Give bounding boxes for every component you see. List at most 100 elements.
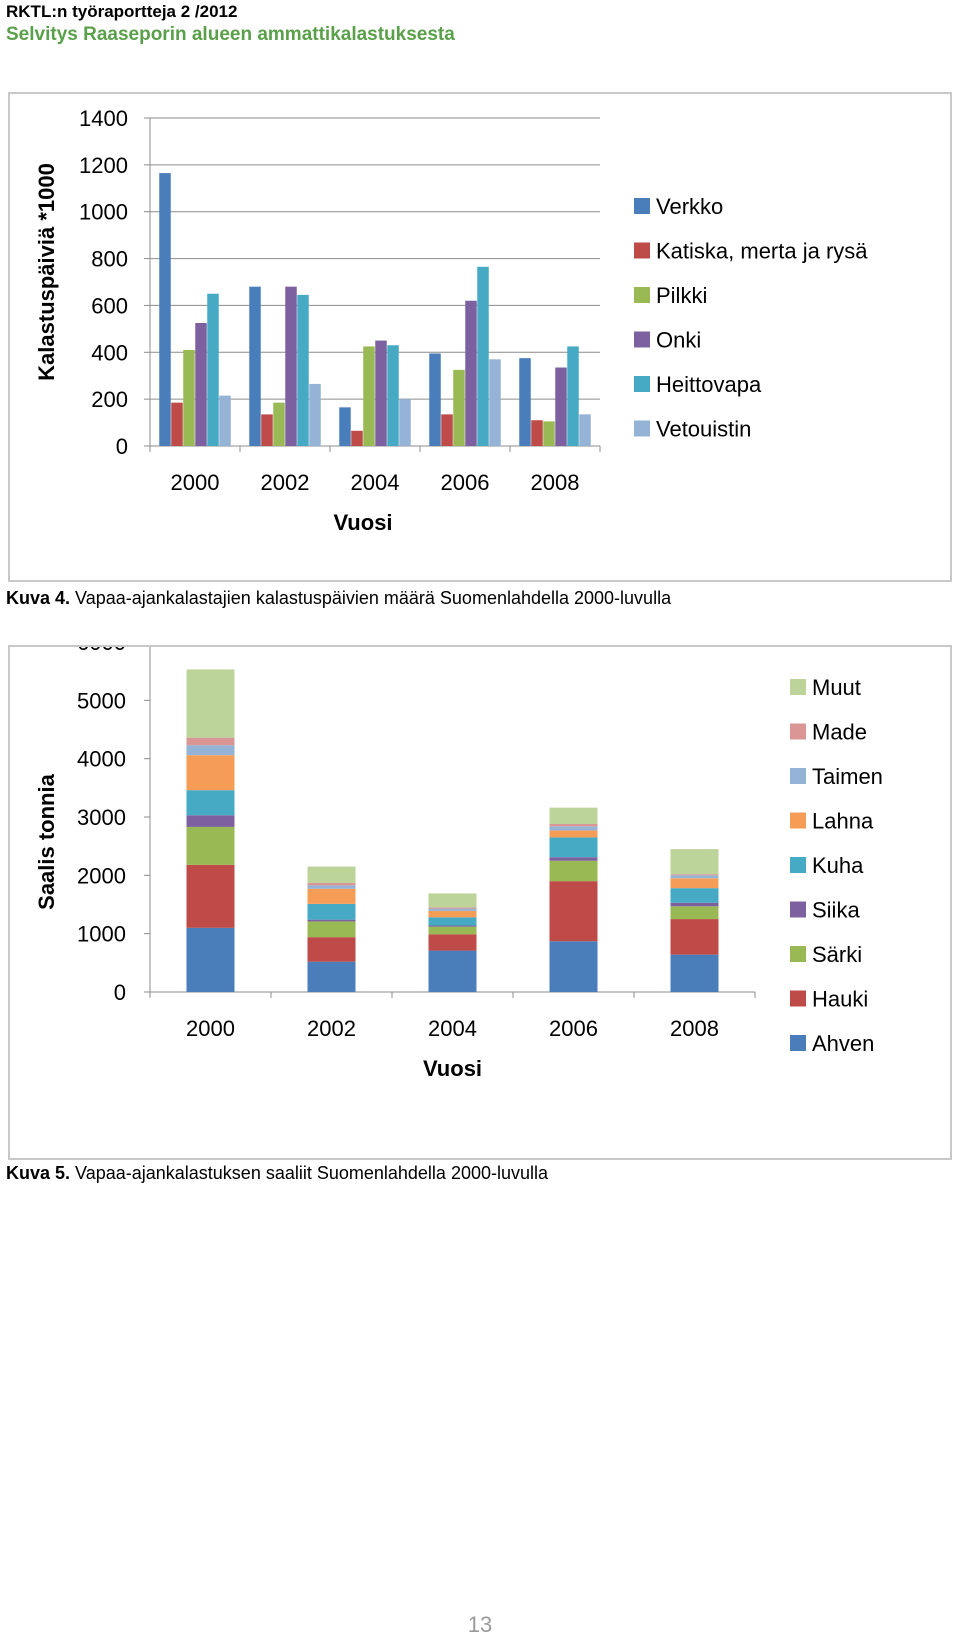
- x-tick-label: 2008: [531, 470, 580, 495]
- figure-caption-5: Kuva 5. Vapaa-ajankalastuksen saaliit Su…: [6, 1163, 548, 1184]
- bar-katiska-merta-ja-rysä: [171, 402, 183, 446]
- y-tick-label: 0: [114, 980, 126, 1005]
- y-axis-title: Saalis tonnia: [34, 773, 59, 909]
- report-series-title: RKTL:n työraportteja 2 /2012: [6, 2, 238, 21]
- stack-segment-made: [670, 874, 719, 876]
- y-tick-label: 2000: [77, 863, 126, 888]
- caption-text: Vapaa-ajankalastajien kalastuspäivien mä…: [70, 588, 672, 608]
- stack-segment-siika: [549, 857, 598, 861]
- stack-segment-hauki: [549, 881, 598, 942]
- x-tick-label: 2006: [441, 470, 490, 495]
- stack-segment-made: [307, 882, 356, 886]
- stack-segment-muut: [428, 893, 477, 908]
- legend-swatch: [790, 857, 806, 873]
- legend-label: Kuha: [812, 853, 864, 878]
- legend-label: Särki: [812, 942, 862, 967]
- legend-swatch: [790, 679, 806, 695]
- bar-heittovapa: [207, 293, 219, 446]
- stack-segment-taimen: [428, 908, 477, 911]
- caption-label: Kuva 5.: [6, 1163, 71, 1183]
- legend-label: Lahna: [812, 809, 874, 834]
- legend-swatch: [790, 946, 806, 962]
- stack-segment-lahna: [670, 878, 719, 889]
- caption-label: Kuva 4.: [6, 588, 71, 608]
- y-axis-title: Kalastuspäiviä *1000: [34, 163, 59, 381]
- legend-swatch: [790, 990, 806, 1007]
- y-tick-label: 3000: [77, 805, 126, 830]
- stack-segment-made: [549, 824, 598, 827]
- x-axis-title: Vuosi: [423, 1056, 482, 1081]
- bar-pilkki: [183, 349, 195, 446]
- legend-swatch: [634, 420, 650, 437]
- bar-vetouistin: [399, 399, 411, 446]
- bar-katiska-merta-ja-rysä: [261, 414, 273, 446]
- chart-catch-tonnes: 0 1000 2000 3000 4000 5000 6000 2000 2002 2004 200…: [8, 645, 952, 1160]
- y-tick-label: 6000: [77, 647, 126, 655]
- stack-segment-kuha: [670, 888, 719, 903]
- bar-verkko: [519, 358, 531, 446]
- stack-segment-hauki: [186, 864, 235, 928]
- y-tick-label: 0: [116, 434, 128, 459]
- y-tick-label: 1000: [79, 200, 128, 225]
- bar-verkko: [249, 286, 261, 446]
- stack-segment-taimen: [307, 885, 356, 889]
- stack-segment-kuha: [428, 917, 477, 926]
- stack-segment-muut: [307, 866, 356, 883]
- chart-fishing-days: 0 200 400 600 800 1000 1200 1400 2000 2002 2004 200…: [8, 92, 952, 582]
- y-tick-label: 5000: [77, 688, 126, 713]
- stack-segment-kuha: [307, 903, 356, 920]
- bar-pilkki: [363, 346, 375, 446]
- stack-segment-särki: [549, 860, 598, 882]
- bar-pilkki: [453, 369, 465, 446]
- stack-segment-muut: [186, 669, 235, 738]
- legend-swatch: [634, 376, 650, 392]
- stack-segment-särki: [670, 906, 719, 920]
- report-title: Selvitys Raaseporin alueen ammattikalast…: [6, 24, 455, 45]
- caption-text: Vapaa-ajankalastuksen saaliit Suomenlahd…: [70, 1163, 549, 1183]
- stack-segment-lahna: [186, 755, 235, 791]
- bar-heittovapa: [567, 346, 579, 446]
- y-tick-label: 400: [91, 340, 128, 365]
- x-tick-label: 2008: [670, 1016, 719, 1041]
- chart-fishing-days-svg: 0 200 400 600 800 1000 1200 1400 2000 2002 2004 200…: [34, 106, 868, 535]
- page-number: 13: [467, 1612, 493, 1637]
- legend-label: Taimen: [812, 764, 883, 789]
- legend-label: Onki: [656, 328, 701, 353]
- legend-swatch: [790, 901, 806, 918]
- x-tick-label: 2006: [549, 1016, 598, 1041]
- x-tick-label: 2004: [428, 1016, 477, 1041]
- x-axis-title: Vuosi: [333, 510, 392, 535]
- figure-caption-4: Kuva 4. Vapaa-ajankalastajien kalastuspä…: [6, 588, 671, 609]
- stack-segment-ahven: [307, 961, 356, 992]
- y-tick-label: 600: [91, 293, 128, 318]
- stack-segment-siika: [428, 925, 477, 927]
- stack-segment-ahven: [549, 941, 598, 992]
- stack-segment-taimen: [549, 826, 598, 831]
- x-tick-label: 2000: [171, 470, 220, 495]
- stack-segment-lahna: [549, 830, 598, 838]
- stack-segment-hauki: [307, 937, 356, 962]
- bar-pilkki: [273, 402, 285, 446]
- y-tick-label: 1200: [79, 153, 128, 178]
- y-tick-label: 1400: [79, 106, 128, 131]
- bar-vetouistin: [489, 359, 501, 446]
- legend-swatch: [790, 768, 806, 784]
- stack-segment-lahna: [307, 888, 356, 904]
- legend-label: Katiska, merta ja rysä: [656, 239, 868, 264]
- stack-segment-särki: [186, 826, 235, 865]
- bar-onki: [285, 286, 297, 446]
- bar-katiska-merta-ja-rysä: [441, 414, 453, 446]
- legend-label: Siika: [812, 898, 860, 923]
- x-tick-label: 2002: [307, 1016, 356, 1041]
- stack-segment-kuha: [186, 790, 235, 816]
- x-tick-label: 2000: [186, 1016, 235, 1041]
- bar-verkko: [339, 407, 351, 446]
- stack-segment-lahna: [428, 910, 477, 918]
- legend-label: Hauki: [812, 987, 868, 1012]
- stack-segment-taimen: [670, 875, 719, 879]
- legend-label: Verkko: [656, 194, 723, 219]
- legend-swatch: [634, 242, 650, 259]
- x-tick-label: 2004: [351, 470, 400, 495]
- bar-katiska-merta-ja-rysä: [351, 430, 363, 446]
- stack-segment-ahven: [670, 954, 719, 992]
